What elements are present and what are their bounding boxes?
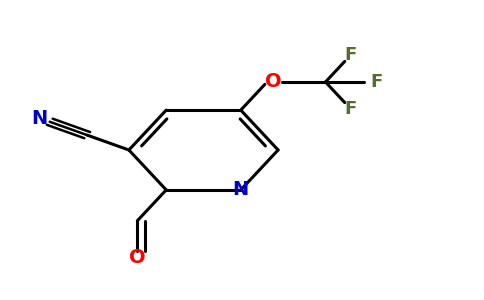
Text: N: N [233, 180, 249, 200]
Text: F: F [345, 46, 357, 64]
Text: F: F [370, 73, 382, 91]
Text: F: F [345, 100, 357, 118]
Text: O: O [129, 248, 146, 267]
Text: N: N [31, 109, 47, 128]
Text: O: O [265, 73, 282, 92]
